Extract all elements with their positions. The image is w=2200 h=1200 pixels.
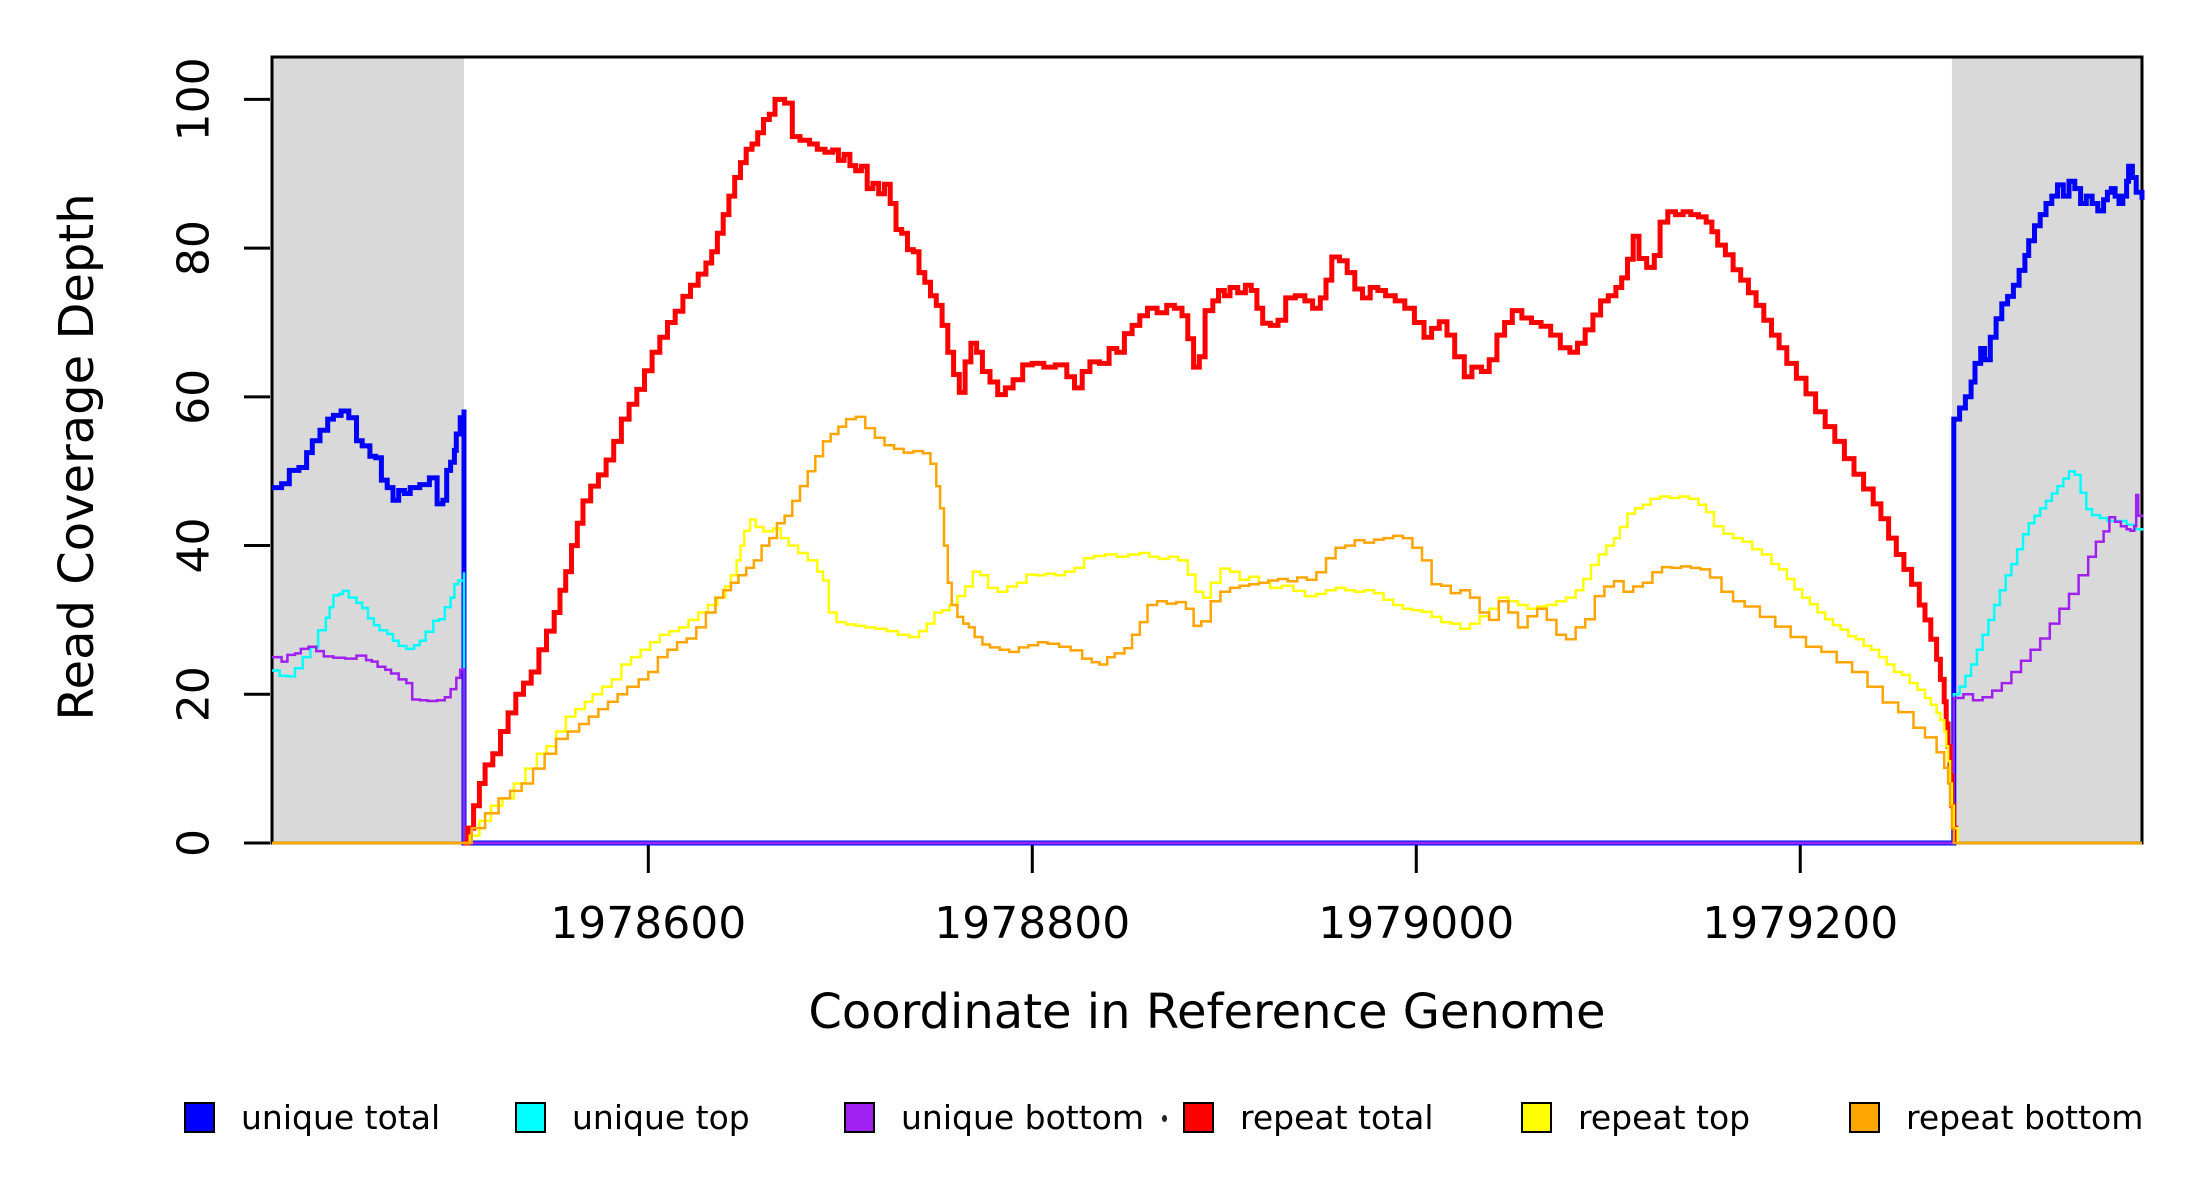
series-unique-total xyxy=(272,163,2145,846)
series-unique-bottom xyxy=(272,493,2144,845)
y-axis-tick-label: 80 xyxy=(169,220,220,276)
x-axis-title: Coordinate in Reference Genome xyxy=(808,984,1606,1040)
y-axis-tick-label: 100 xyxy=(169,57,220,141)
y-axis-tick-label: 0 xyxy=(169,829,220,857)
stray-dot-artifact xyxy=(1162,1115,1167,1122)
x-axis-tick-label: 1979200 xyxy=(1702,898,1898,949)
series-repeat-total xyxy=(464,96,1959,846)
y-axis-tick-label: 20 xyxy=(169,666,220,722)
series-unique-top xyxy=(272,469,2144,845)
x-axis-tick-label: 1978800 xyxy=(934,898,1130,949)
shaded-region-band xyxy=(1951,57,2142,843)
y-axis-tick-label: 40 xyxy=(169,518,220,574)
series-repeat-top xyxy=(272,495,2142,845)
plot-box-border xyxy=(270,55,2144,845)
series-repeat-bottom xyxy=(272,415,2142,845)
y-axis-tick-label: 60 xyxy=(169,369,220,425)
x-axis-tick-label: 1979000 xyxy=(1318,898,1514,949)
x-axis-tick-label: 1978600 xyxy=(550,898,746,949)
y-axis-title: Read Coverage Depth xyxy=(49,193,105,721)
